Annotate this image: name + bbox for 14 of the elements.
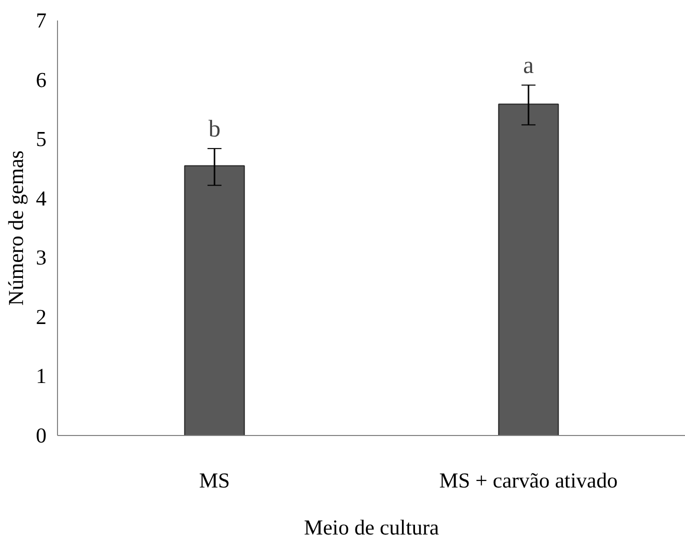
y-tick-label: 2 [36, 304, 47, 329]
annotation: a [523, 53, 534, 80]
x-tick-label: MS + carvão ativado [439, 468, 618, 492]
y-tick-label: 0 [36, 424, 47, 448]
x-axis-title: Meio de cultura [304, 516, 440, 540]
y-tick-label: 6 [36, 68, 47, 92]
y-tick-label: 7 [36, 8, 47, 32]
x-tick-label: MS [199, 468, 230, 492]
y-tick-label: 3 [36, 246, 47, 270]
y-tick-label: 1 [36, 364, 47, 388]
y-tick-label: 4 [36, 186, 47, 210]
y-tick-label: 5 [36, 127, 47, 152]
annotation: b [208, 116, 220, 143]
y-axis-title: Número de gemas [4, 150, 28, 306]
